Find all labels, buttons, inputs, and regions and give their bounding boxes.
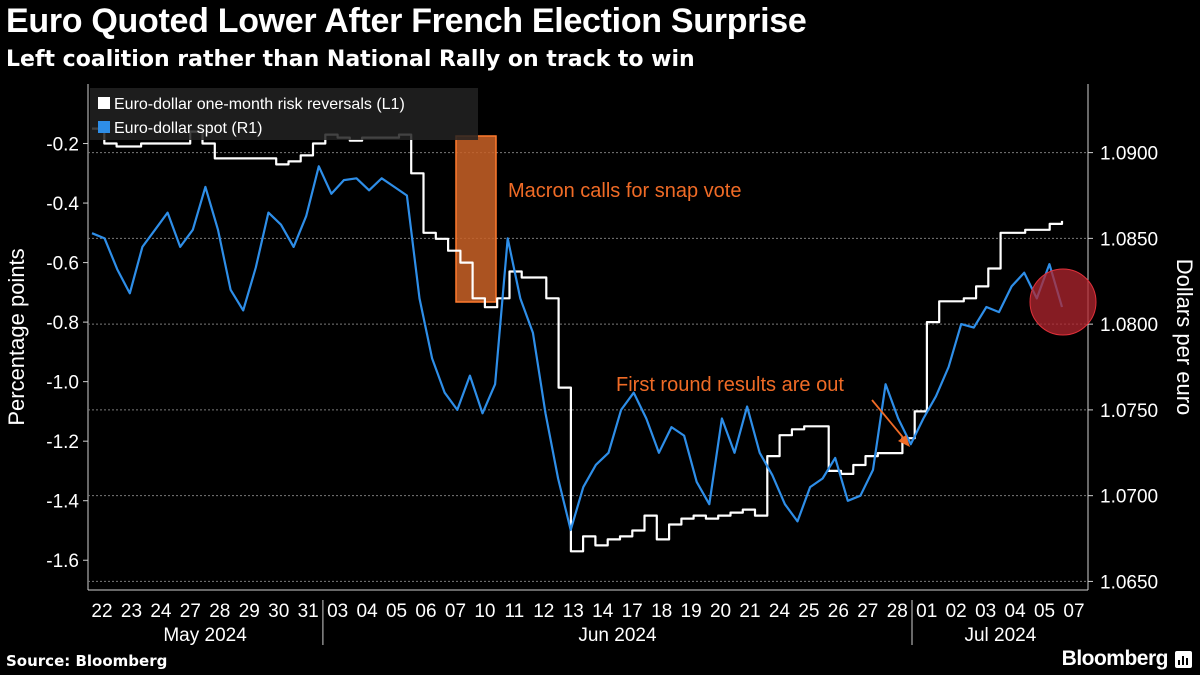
left-tick-label: -0.2: [46, 135, 79, 156]
y-axis-right-title: Dollars per euro: [1172, 259, 1197, 416]
x-day-label: 03: [327, 601, 348, 622]
source-note: Source: Bloomberg: [6, 652, 168, 670]
x-day-label: 11: [504, 601, 524, 622]
x-day-label: 03: [975, 601, 996, 622]
annotation-arrow-head: [898, 435, 910, 447]
x-day-label: 05: [1034, 601, 1055, 622]
x-day-label: 07: [445, 601, 466, 622]
brand-logo-text: Bloomberg: [1061, 647, 1169, 670]
y-axis-left-title: Percentage points: [4, 248, 29, 425]
x-day-label: 30: [268, 601, 289, 622]
x-day-label: 02: [946, 601, 967, 622]
x-day-label: 24: [769, 601, 791, 622]
x-day-label: 27: [857, 601, 878, 622]
legend-label: Euro-dollar one-month risk reversals (L1…: [114, 96, 405, 113]
x-day-label: 20: [710, 601, 731, 622]
series-line-risk-reversals: [92, 127, 1064, 553]
right-tick-label: 1.0850: [1100, 229, 1158, 250]
x-day-label: 14: [592, 601, 614, 622]
chart-subtitle: Left coalition rather than National Rall…: [6, 47, 695, 72]
bloomberg-chart-icon: [1175, 651, 1192, 668]
right-tick-label: 1.0650: [1100, 572, 1158, 593]
x-day-label: 23: [121, 601, 142, 622]
x-day-label: 26: [828, 601, 849, 622]
x-day-label: 18: [651, 601, 672, 622]
x-day-label: 10: [474, 601, 495, 622]
right-tick-label: 1.0900: [1100, 144, 1158, 165]
x-day-label: 17: [622, 601, 643, 622]
snap-vote-highlight-box: [455, 135, 497, 303]
legend-swatch: [98, 97, 110, 109]
x-day-label: 28: [887, 601, 908, 622]
x-day-label: 29: [239, 601, 260, 622]
right-tick-label: 1.0700: [1100, 487, 1158, 508]
x-day-label: 07: [1063, 601, 1084, 622]
x-day-label: 21: [739, 601, 760, 622]
series-line-spot: [91, 165, 1064, 532]
legend-label: Euro-dollar spot (R1): [114, 120, 263, 137]
right-tick-label: 1.0800: [1100, 315, 1158, 336]
chart-title: Euro Quoted Lower After French Election …: [6, 2, 807, 40]
x-day-label: 28: [209, 601, 230, 622]
annotation-snap-vote: Macron calls for snap vote: [508, 180, 741, 202]
right-tick-label: 1.0750: [1100, 401, 1158, 422]
legend-box: [90, 88, 478, 140]
x-day-label: 19: [681, 601, 702, 622]
x-day-label: 04: [1005, 601, 1027, 622]
x-day-label: 05: [386, 601, 407, 622]
x-month-label: May 2024: [163, 625, 247, 646]
x-day-label: 01: [916, 601, 937, 622]
x-month-label: Jun 2024: [578, 625, 657, 646]
left-tick-label: -1.6: [46, 551, 79, 572]
x-day-label: 06: [415, 601, 436, 622]
x-day-label: 27: [180, 601, 201, 622]
left-tick-label: -0.4: [46, 194, 79, 215]
x-day-label: 31: [298, 601, 319, 622]
x-month-label: Jul 2024: [964, 625, 1036, 646]
x-day-label: 25: [798, 601, 819, 622]
annotation-arrow-line: [871, 399, 907, 442]
left-tick-label: -1.2: [46, 432, 79, 453]
left-tick-label: -1.4: [46, 492, 79, 513]
latest-value-highlight-circle: [1029, 268, 1097, 336]
x-day-label: 12: [533, 601, 554, 622]
left-tick-label: -1.0: [46, 373, 79, 394]
left-tick-label: -0.8: [46, 313, 79, 334]
x-day-label: 24: [150, 601, 172, 622]
x-day-label: 04: [357, 601, 379, 622]
left-tick-label: -0.6: [46, 254, 79, 275]
annotation-first-round: First round results are out: [616, 374, 844, 396]
legend-swatch: [98, 121, 110, 133]
x-day-label: 22: [91, 601, 112, 622]
x-day-label: 13: [563, 601, 584, 622]
